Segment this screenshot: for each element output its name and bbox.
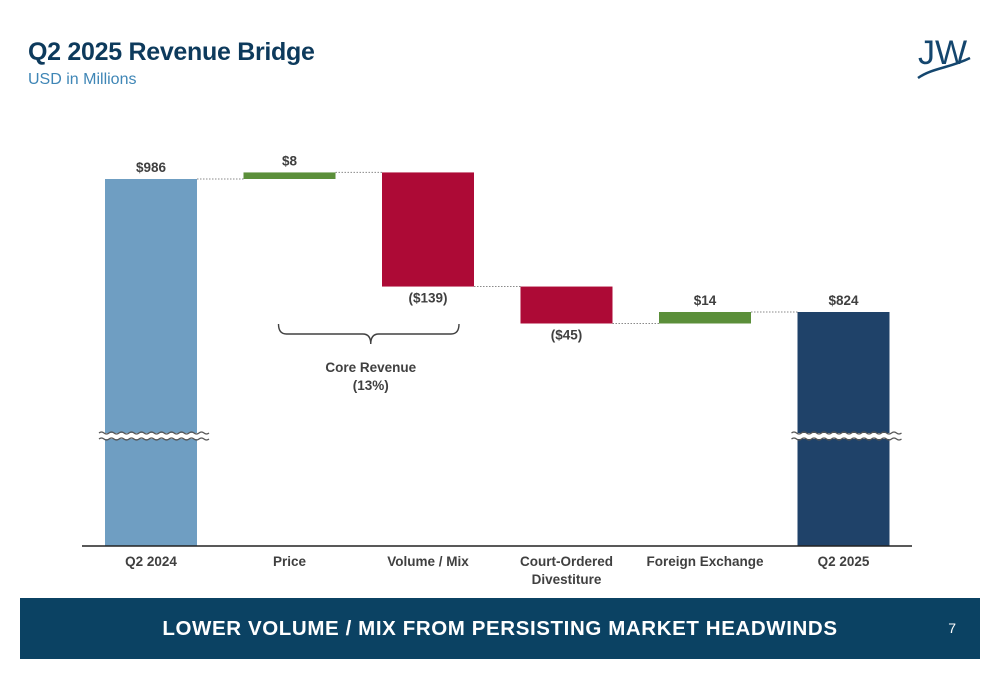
core-revenue-label: Core Revenue: [325, 360, 416, 375]
bottom-banner: LOWER VOLUME / MIX FROM PERSISTING MARKE…: [20, 598, 980, 659]
tick-label-5: Q2 2025: [818, 554, 870, 569]
page-subtitle: USD in Millions: [28, 71, 137, 88]
company-logo: JW: [917, 34, 971, 80]
tick-label-0: Q2 2024: [125, 554, 177, 569]
core-revenue-bracket: [277, 323, 460, 345]
axis-break-mark: [98, 437, 210, 441]
core-revenue-label: (13%): [353, 378, 389, 393]
axis-break-gap: [99, 433, 203, 439]
bar-1: [243, 172, 336, 179]
data-label-1: $8: [282, 153, 298, 168]
banner-text: LOWER VOLUME / MIX FROM PERSISTING MARKE…: [162, 616, 838, 640]
logo-lettering: JW: [918, 34, 967, 72]
data-label-3: ($45): [551, 327, 583, 342]
bar-0: [105, 179, 197, 546]
data-label-5: $824: [828, 293, 859, 308]
page-title: Q2 2025 Revenue Bridge: [28, 38, 315, 66]
bar-2: [382, 172, 474, 287]
axis-break-gap: [791, 433, 896, 439]
axis-break-mark: [791, 437, 902, 441]
page-number: 7: [948, 620, 956, 636]
data-label-0: $986: [136, 160, 167, 175]
data-label-2: ($139): [408, 291, 447, 306]
tick-label-4: Foreign Exchange: [646, 554, 764, 569]
tick-label-2: Volume / Mix: [387, 554, 469, 569]
waterfall-chart: $986 $8 ($139) ($45) $14 $824 Q2 2024 Price Volu…: [82, 153, 912, 587]
bar-4: [659, 312, 751, 324]
bar-3: [520, 286, 613, 324]
axis-break-mark: [791, 431, 902, 435]
tick-label-3: Court-Ordered: [520, 554, 613, 569]
tick-label-3: Divestiture: [532, 572, 602, 587]
tick-label-1: Price: [273, 554, 307, 569]
axis-break-mark: [98, 431, 210, 435]
data-label-4: $14: [694, 293, 717, 308]
bar-5: [797, 312, 890, 546]
